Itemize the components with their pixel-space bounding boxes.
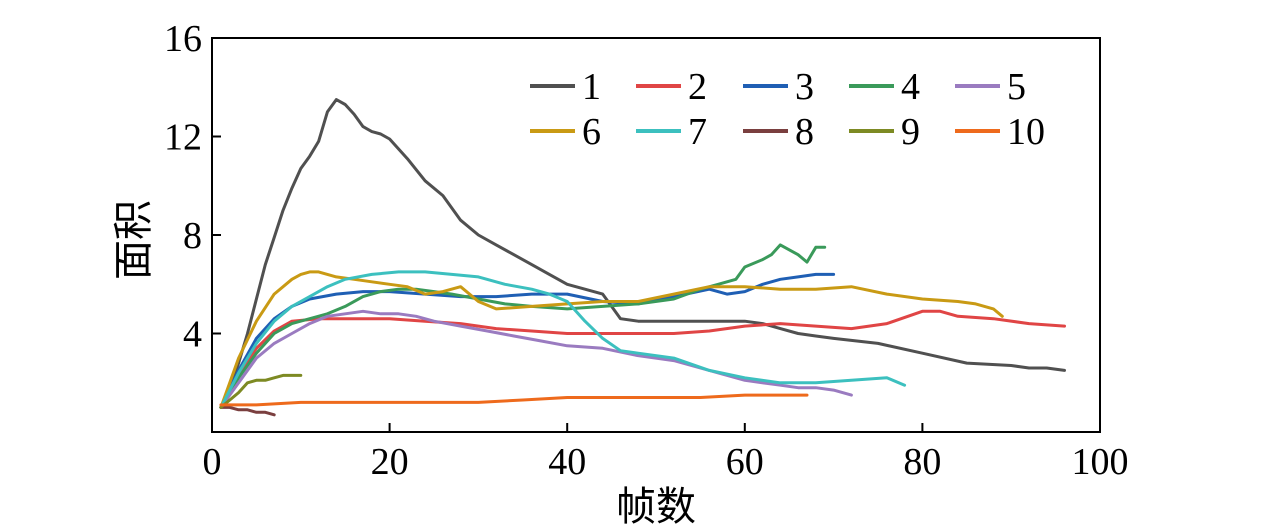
legend-label-3: 3 bbox=[795, 66, 814, 108]
legend-label-5: 5 bbox=[1007, 66, 1026, 108]
x-tick-label: 20 bbox=[371, 441, 409, 483]
x-tick-label: 100 bbox=[1072, 441, 1129, 483]
x-tick-label: 80 bbox=[903, 441, 941, 483]
legend-label-1: 1 bbox=[582, 66, 601, 108]
legend-label-8: 8 bbox=[795, 111, 814, 153]
legend: 1 2 3 4 5 6 7 8 9 10 bbox=[530, 66, 1045, 153]
legend-label-4: 4 bbox=[901, 66, 920, 108]
series-line-10 bbox=[219, 393, 809, 407]
x-tick-label: 60 bbox=[726, 441, 764, 483]
series-line-1 bbox=[219, 98, 1066, 409]
x-axis-title: 帧数 bbox=[616, 484, 696, 529]
series-line-9 bbox=[219, 373, 303, 409]
legend-label-9: 9 bbox=[901, 111, 920, 153]
series-group bbox=[219, 98, 1066, 417]
y-tick-label: 12 bbox=[164, 117, 202, 159]
series-line-6 bbox=[219, 270, 1004, 409]
legend-label-2: 2 bbox=[688, 66, 707, 108]
legend-label-7: 7 bbox=[688, 111, 707, 153]
x-tick-label: 0 bbox=[203, 441, 222, 483]
y-tick-label: 4 bbox=[183, 314, 202, 356]
series-line-7 bbox=[219, 270, 907, 409]
y-tick-label: 16 bbox=[164, 18, 202, 60]
legend-label-6: 6 bbox=[582, 111, 601, 153]
y-axis-title: 面积 bbox=[111, 200, 156, 280]
legend-label-10: 10 bbox=[1007, 111, 1045, 153]
y-tick-label: 8 bbox=[183, 215, 202, 257]
series-line-8 bbox=[219, 405, 276, 417]
series-line-5 bbox=[219, 309, 853, 409]
plot-frame bbox=[211, 37, 1101, 433]
series-line-2 bbox=[219, 309, 1066, 409]
x-tick-label: 40 bbox=[548, 441, 586, 483]
